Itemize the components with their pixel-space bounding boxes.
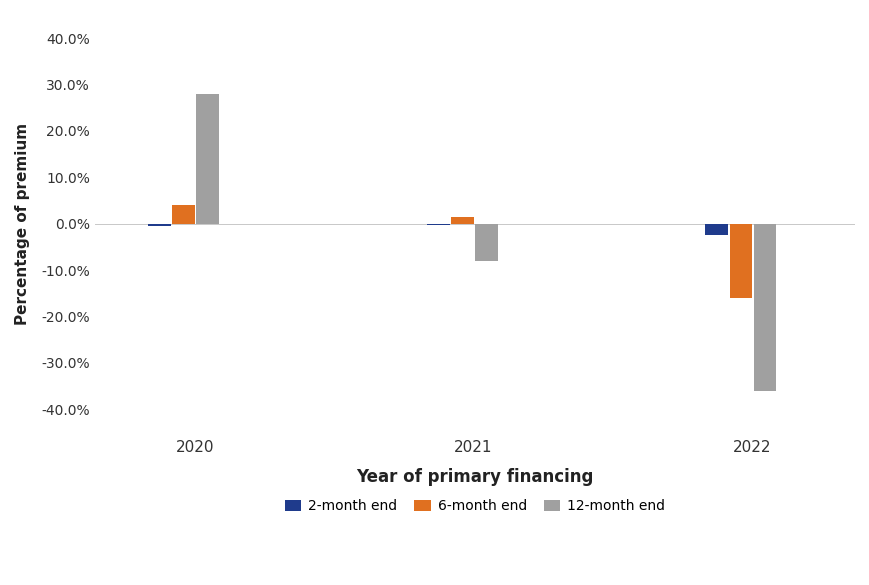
Bar [148,224,170,226]
Bar [426,224,449,225]
Bar [753,224,775,391]
Legend: 2-month end, 6-month end, 12-month end: 2-month end, 6-month end, 12-month end [279,494,670,519]
Bar [196,94,219,224]
Bar [450,217,473,224]
X-axis label: Year of primary financing: Year of primary financing [355,469,593,486]
Bar [172,205,195,224]
Bar [729,224,752,298]
Bar [474,224,497,261]
Y-axis label: Percentage of premium: Percentage of premium [15,123,30,325]
Bar [705,224,727,235]
